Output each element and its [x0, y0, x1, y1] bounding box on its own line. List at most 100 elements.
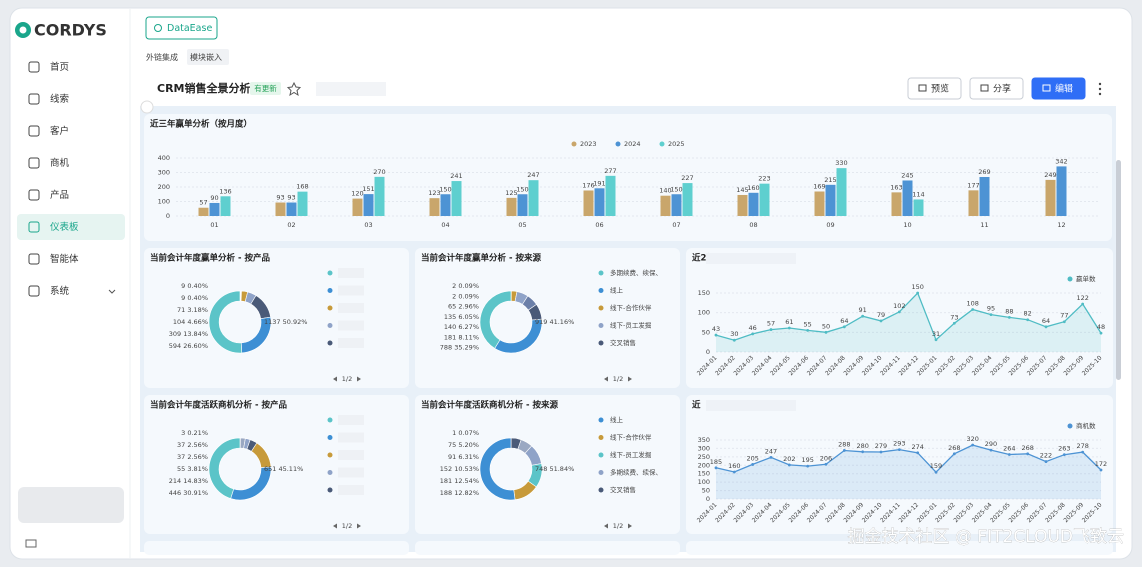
toolbar-button[interactable]	[1031, 77, 1086, 100]
legend-label: 交叉销售	[610, 338, 636, 347]
pager-next[interactable]	[357, 376, 361, 382]
line	[715, 291, 1102, 341]
chart-title: 当前会计年度赢单分析 - 按产品	[150, 253, 270, 264]
nav-item[interactable]: 产品	[50, 189, 69, 201]
logo-text: CORDYS	[34, 21, 107, 40]
point-label: 82	[1024, 310, 1032, 318]
nav-item[interactable]: 商机	[50, 157, 70, 169]
line-point	[971, 443, 975, 447]
pager: 1/2	[613, 522, 623, 530]
tab[interactable]: 模块嵌入	[190, 52, 222, 62]
slice-label: 181 8.11%	[444, 333, 479, 341]
y-tick-label: 300	[698, 444, 710, 452]
bar-value-label: 215	[824, 176, 836, 184]
line-point	[1099, 331, 1103, 335]
pager-prev[interactable]	[333, 376, 337, 382]
more-dot[interactable]	[1098, 82, 1102, 86]
nav-item[interactable]: 仪表板	[50, 221, 79, 233]
star-icon[interactable]	[286, 81, 302, 97]
pager-next[interactable]	[628, 523, 632, 529]
point-label: 122	[1076, 294, 1088, 302]
point-label: 150	[911, 283, 923, 291]
legend-swatch	[598, 288, 604, 293]
app-button[interactable]	[145, 16, 218, 40]
y-tick-label: 200	[158, 183, 170, 191]
more-dot[interactable]	[1098, 87, 1102, 91]
bar	[1056, 166, 1067, 216]
blurred-legend	[338, 432, 364, 443]
bar	[968, 190, 979, 216]
nav-item[interactable]: 首页	[50, 61, 69, 73]
bar-value-label: 136	[219, 187, 231, 195]
slice-label: 919 41.16%	[535, 318, 574, 326]
more-dot[interactable]	[1098, 92, 1102, 96]
legend-swatch	[327, 435, 333, 440]
point-label: 64	[1042, 317, 1050, 325]
bar-value-label: 120	[351, 190, 363, 198]
legend-swatch	[1067, 276, 1073, 282]
point-label: 95	[987, 305, 995, 313]
pager-prev[interactable]	[604, 523, 608, 529]
pager-prev[interactable]	[333, 523, 337, 529]
pager: 1/2	[342, 375, 352, 383]
bar-value-label: 247	[527, 171, 539, 179]
x-tick-label: 07	[672, 221, 680, 229]
nav-active-bg	[17, 214, 125, 240]
line-point	[897, 310, 901, 314]
line-point	[769, 328, 773, 331]
pager-next[interactable]	[357, 523, 361, 529]
panel-partial	[144, 541, 409, 555]
chart-title: 近三年赢单分析（按月度）	[150, 119, 252, 130]
nav-icon	[28, 157, 40, 169]
y-tick-label: 0	[166, 212, 170, 220]
nav-item[interactable]: 智能体	[50, 253, 79, 265]
blurred-legend	[338, 285, 364, 296]
button-icon	[1042, 84, 1051, 92]
legend-swatch	[598, 435, 604, 440]
chart-title: 当前会计年度活跃商机分析 - 按来源	[421, 400, 558, 411]
legend-label: 2023	[580, 140, 597, 148]
panel	[415, 395, 680, 534]
tab[interactable]: 外链集成	[146, 52, 178, 62]
toolbar-button[interactable]	[969, 77, 1024, 100]
legend-label: 商机数	[1076, 421, 1096, 430]
point-label: 102	[893, 302, 905, 310]
slice-label: 309 13.84%	[169, 330, 208, 338]
bar	[506, 197, 517, 216]
panel	[144, 395, 409, 534]
point-label: 57	[767, 320, 775, 328]
nav-item[interactable]: 客户	[50, 125, 69, 137]
line-point	[1081, 302, 1085, 306]
legend-swatch	[327, 323, 333, 328]
nav-item[interactable]: 线索	[50, 93, 69, 105]
slice-label: 1137 50.92%	[264, 318, 307, 326]
blurred-title	[706, 400, 796, 411]
blurred-legend	[338, 415, 364, 425]
bar	[836, 168, 847, 216]
button-icon	[980, 84, 989, 92]
point-label: 160	[728, 462, 740, 470]
bar	[209, 202, 220, 216]
slice-label: 651 45.11%	[264, 465, 303, 473]
point-label: 88	[1005, 307, 1013, 315]
bar	[979, 176, 990, 216]
pager-prev[interactable]	[604, 376, 608, 382]
bar-value-label: 90	[210, 194, 218, 202]
nav-item[interactable]: 系统	[50, 285, 70, 297]
legend-label: 2025	[668, 140, 685, 148]
point-label: 268	[948, 444, 960, 452]
point-label: 195	[801, 456, 813, 464]
y-tick-label: 250	[698, 453, 710, 461]
point-label: 31	[932, 330, 940, 338]
slice-label: 37 2.56%	[177, 441, 208, 449]
expand-toggle[interactable]	[140, 100, 154, 114]
y-tick-label: 0	[706, 348, 710, 356]
bar-value-label: 150	[516, 185, 528, 193]
bar	[891, 192, 902, 216]
pager-next[interactable]	[628, 376, 632, 382]
slice-label: 446 30.91%	[169, 489, 208, 497]
chart-title: 近	[692, 400, 701, 411]
x-tick-label: 09	[826, 221, 834, 229]
toolbar-button[interactable]	[907, 77, 962, 100]
